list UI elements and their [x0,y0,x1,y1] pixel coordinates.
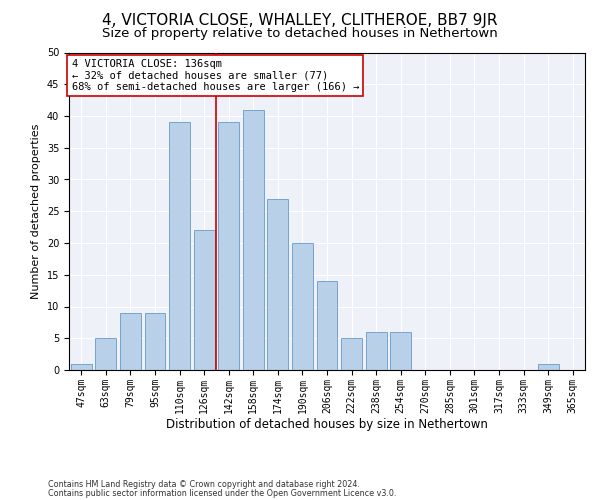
Text: 4, VICTORIA CLOSE, WHALLEY, CLITHEROE, BB7 9JR: 4, VICTORIA CLOSE, WHALLEY, CLITHEROE, B… [102,12,498,28]
Bar [390,332,411,370]
X-axis label: Distribution of detached houses by size in Nethertown: Distribution of detached houses by size … [166,418,488,432]
Y-axis label: Number of detached properties: Number of detached properties [31,124,41,299]
Bar [145,313,166,370]
Bar [169,122,190,370]
Bar [365,332,386,370]
Bar [341,338,362,370]
Bar [218,122,239,370]
Bar [292,243,313,370]
Text: 4 VICTORIA CLOSE: 136sqm
← 32% of detached houses are smaller (77)
68% of semi-d: 4 VICTORIA CLOSE: 136sqm ← 32% of detach… [71,59,359,92]
Bar [120,313,141,370]
Text: Size of property relative to detached houses in Nethertown: Size of property relative to detached ho… [102,28,498,40]
Bar [538,364,559,370]
Bar [95,338,116,370]
Text: Contains HM Land Registry data © Crown copyright and database right 2024.: Contains HM Land Registry data © Crown c… [48,480,360,489]
Bar [243,110,264,370]
Bar [194,230,215,370]
Bar [268,198,289,370]
Bar [317,281,337,370]
Bar [71,364,92,370]
Text: Contains public sector information licensed under the Open Government Licence v3: Contains public sector information licen… [48,489,397,498]
